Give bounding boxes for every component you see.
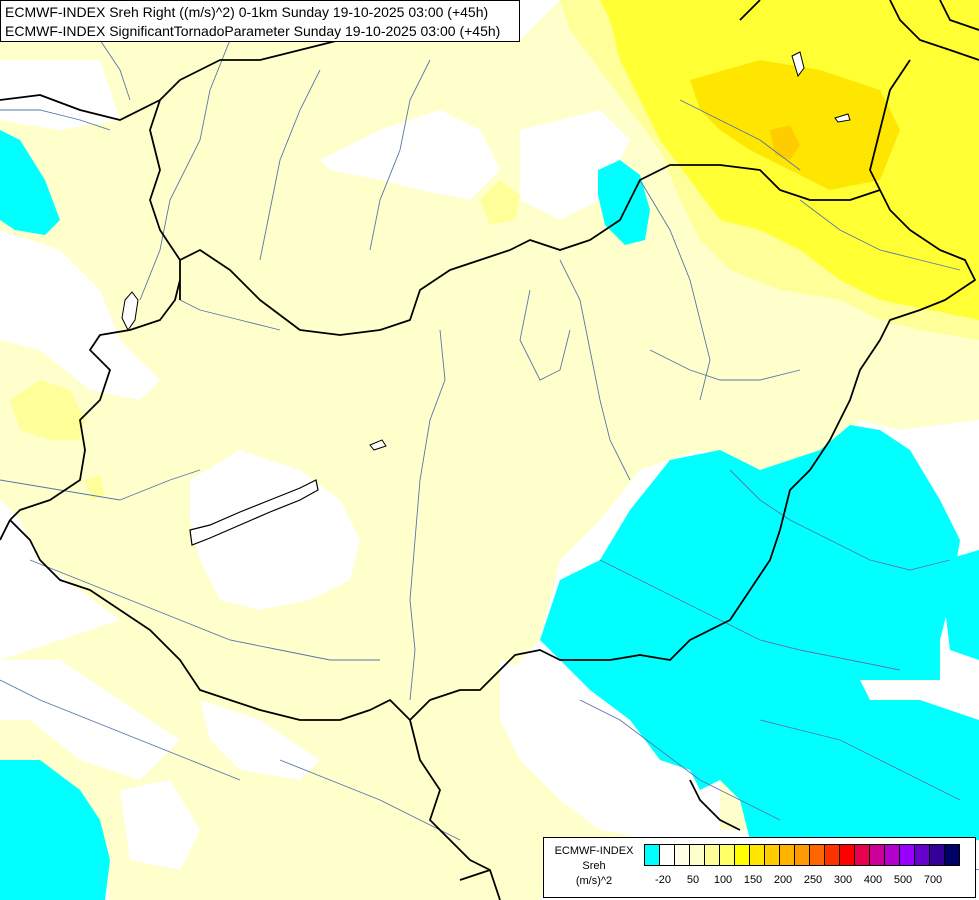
- legend-model: ECMWF-INDEX: [554, 845, 634, 857]
- map-title-box: ECMWF-INDEX Sreh Right ((m/s)^2) 0-1km S…: [0, 0, 520, 42]
- legend-swatch: [854, 844, 870, 866]
- legend-swatch: [809, 844, 825, 866]
- field-cyan-west: [0, 130, 60, 235]
- field-cyan-east: [945, 550, 979, 660]
- legend-swatch: [749, 844, 765, 866]
- legend-swatch: [824, 844, 840, 866]
- legend-swatch: [689, 844, 705, 866]
- legend-tick-label: 50: [686, 874, 700, 886]
- legend-unit: (m/s)^2: [575, 875, 613, 887]
- field-white-6: [0, 580, 80, 650]
- field-light-yellow-mid: [480, 180, 520, 225]
- field-gold-2: [770, 125, 800, 160]
- lake-small-3: [834, 113, 851, 123]
- lake-neusiedl: [121, 291, 139, 331]
- title-line-2: ECMWF-INDEX SignificantTornadoParameter …: [5, 23, 501, 39]
- legend-tick-label: 400: [863, 874, 883, 886]
- legend-swatch: [659, 844, 675, 866]
- field-white-9: [500, 660, 720, 840]
- legend-tick-label: 500: [893, 874, 913, 886]
- legend-swatch: [899, 844, 915, 866]
- field-white-2: [320, 110, 500, 200]
- legend-swatch: [839, 844, 855, 866]
- legend-swatch: [914, 844, 930, 866]
- legend-variable: Sreh: [582, 860, 606, 872]
- color-legend: ECMWF-INDEX Sreh (m/s)^2 -20 50 100 150 200 2…: [543, 837, 976, 898]
- legend-tick-label: 200: [773, 874, 793, 886]
- field-cyan-ne-small: [598, 160, 650, 245]
- legend-tick-label: 700: [923, 874, 943, 886]
- legend-swatch: [794, 844, 810, 866]
- legend-tick-label: -20: [655, 874, 671, 886]
- legend-swatch: [929, 844, 945, 866]
- rivers: [0, 39, 979, 881]
- title-line-1: ECMWF-INDEX Sreh Right ((m/s)^2) 0-1km S…: [5, 4, 489, 20]
- field-white-8: [200, 700, 320, 780]
- field-light-yellow-west2: [85, 475, 105, 500]
- legend-tick-label: 150: [743, 874, 763, 886]
- legend-tick-label: 250: [803, 874, 823, 886]
- legend-swatch: [734, 844, 750, 866]
- field-white-1: [0, 60, 120, 130]
- field-gold-1: [690, 60, 900, 190]
- legend-tick-label: 300: [833, 874, 853, 886]
- field-white-4: [0, 230, 160, 400]
- legend-swatch: [884, 844, 900, 866]
- legend-swatch: [719, 844, 735, 866]
- legend-swatch: [779, 844, 795, 866]
- lake-small-1: [369, 439, 387, 451]
- legend-swatch: [869, 844, 885, 866]
- legend-swatch: [704, 844, 720, 866]
- legend-swatch: [644, 844, 660, 866]
- field-white-10: [120, 780, 200, 870]
- legend-ticks: -20 50 100 150 200 250 300 400 500 700: [645, 874, 975, 890]
- legend-swatch: [764, 844, 780, 866]
- legend-swatch: [674, 844, 690, 866]
- legend-tick-label: 100: [713, 874, 733, 886]
- lake-balaton: [189, 479, 319, 546]
- legend-swatches: [644, 844, 960, 866]
- legend-swatch: [944, 844, 960, 866]
- lake-small-2: [791, 51, 805, 78]
- field-light-yellow-west: [10, 380, 85, 440]
- field-cyan-sw: [0, 760, 110, 900]
- legend-text: ECMWF-INDEX Sreh (m/s)^2: [544, 844, 644, 889]
